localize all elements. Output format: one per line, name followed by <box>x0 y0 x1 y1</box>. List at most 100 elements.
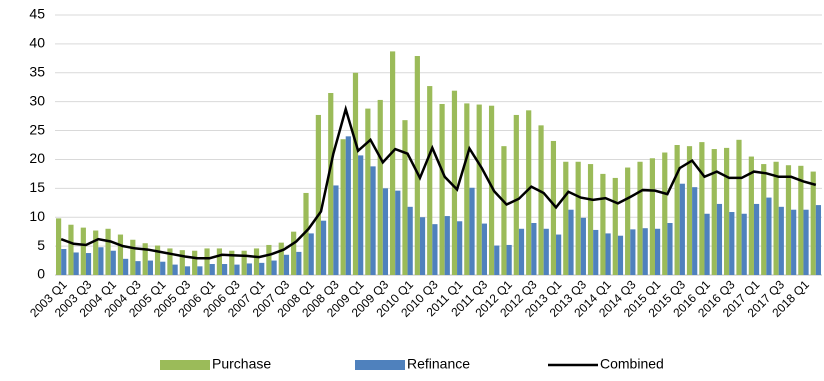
bar <box>637 161 643 275</box>
bar <box>241 250 247 275</box>
bar <box>617 235 624 275</box>
bar <box>303 192 309 275</box>
bar <box>123 258 129 275</box>
bar <box>333 185 339 275</box>
bar <box>61 249 67 275</box>
bar <box>667 223 673 275</box>
bar <box>518 228 525 275</box>
bar <box>476 104 482 275</box>
bar <box>612 177 618 275</box>
bar <box>308 233 314 275</box>
bar <box>444 216 450 275</box>
bar <box>105 228 111 275</box>
bar <box>575 161 581 275</box>
bar <box>135 261 141 275</box>
bar <box>395 190 401 275</box>
bar <box>98 247 104 275</box>
bar <box>73 252 79 275</box>
bar <box>222 264 228 275</box>
bar <box>457 221 463 275</box>
bar <box>736 139 742 275</box>
bar <box>234 264 240 275</box>
bar <box>469 187 475 275</box>
bar <box>766 197 772 275</box>
bar <box>315 114 321 275</box>
legend-swatch <box>355 360 405 370</box>
bar <box>216 248 223 275</box>
legend-label: Combined <box>600 356 664 372</box>
bar <box>192 250 198 275</box>
bar <box>778 206 784 275</box>
bar <box>593 229 599 275</box>
bar <box>704 213 710 275</box>
bar <box>179 250 185 275</box>
bar <box>803 209 809 275</box>
bar <box>296 251 302 275</box>
bar <box>172 264 178 275</box>
bar <box>662 152 668 275</box>
y-tick-label: 30 <box>29 92 45 108</box>
bar <box>654 228 661 275</box>
y-tick-label: 10 <box>29 208 45 224</box>
bar <box>488 105 495 275</box>
bar <box>625 167 631 275</box>
bar <box>464 103 470 276</box>
legend-label: Refinance <box>407 356 470 372</box>
bar <box>259 262 265 275</box>
legend-swatch <box>160 360 210 370</box>
bar <box>93 230 99 275</box>
bar <box>439 103 445 275</box>
bar <box>377 99 383 275</box>
bar <box>481 223 487 275</box>
bar <box>692 187 698 275</box>
bar <box>642 228 648 275</box>
bar <box>798 165 804 275</box>
bar <box>390 51 396 276</box>
bar <box>741 213 747 275</box>
bar <box>543 228 549 275</box>
bar <box>147 260 153 275</box>
bar <box>501 146 507 275</box>
y-tick-label: 35 <box>29 63 45 79</box>
bar <box>753 203 760 275</box>
bar <box>649 158 655 275</box>
y-tick-label: 20 <box>29 150 45 166</box>
line <box>60 104 817 260</box>
bar <box>184 266 191 275</box>
bar <box>679 183 685 275</box>
bar <box>699 142 705 275</box>
bar <box>716 203 723 275</box>
bar <box>810 171 816 275</box>
bar <box>142 243 148 275</box>
bar <box>568 209 574 275</box>
bar <box>229 250 235 275</box>
bar <box>773 161 779 275</box>
bar <box>266 244 272 275</box>
bar <box>328 93 334 275</box>
bar <box>686 146 693 275</box>
bar <box>724 147 730 275</box>
bar <box>791 209 797 275</box>
bar <box>402 120 408 276</box>
bar <box>556 234 562 275</box>
bar <box>526 110 532 275</box>
bar <box>197 266 203 275</box>
bar <box>154 245 161 275</box>
bar <box>538 125 544 275</box>
bar <box>748 156 754 275</box>
legend-label: Purchase <box>212 356 271 372</box>
y-tick-label: 45 <box>29 6 45 22</box>
bar <box>340 139 346 275</box>
y-tick-label: 25 <box>29 121 45 137</box>
bar <box>246 263 252 275</box>
bar <box>160 261 166 275</box>
bar <box>815 205 822 275</box>
bar <box>729 212 735 275</box>
bar <box>531 223 537 275</box>
bar <box>291 231 297 275</box>
bar <box>605 233 611 275</box>
bar <box>365 108 371 275</box>
bar <box>370 166 376 275</box>
bar <box>130 239 136 275</box>
